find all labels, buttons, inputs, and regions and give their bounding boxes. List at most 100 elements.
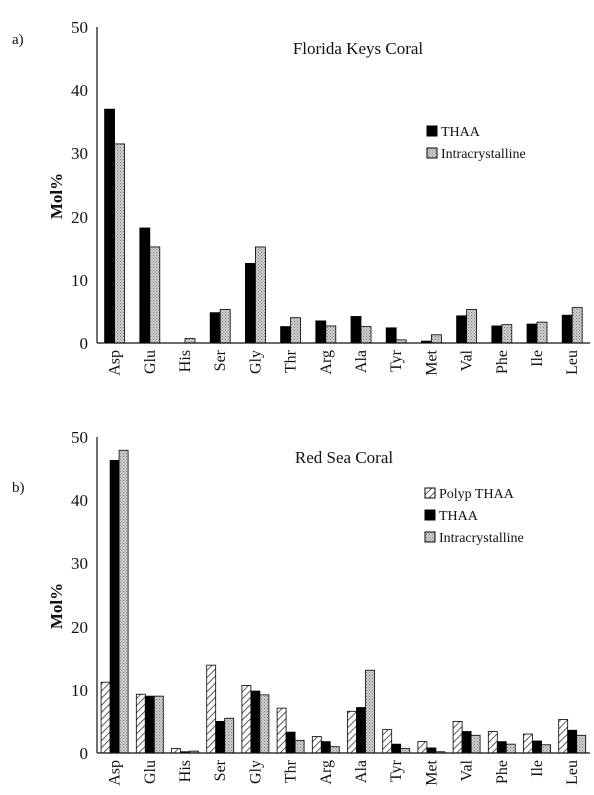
legend-label-intracrystalline: Intracrystalline [439,531,524,546]
bar-ile-polyp-thaa [523,733,533,754]
panel-a-category-labels: Asp Glu His Ser Gly Thr Arg Ala Tyr Met Val Phe Ile L… [107,349,582,375]
bar-thr-polyp-thaa [276,707,287,754]
bar-met-polyp-thaa [417,741,428,754]
bar-leu-thaa [561,314,573,344]
bar-thr-thaa [285,731,296,754]
panel-b-legend: Polyp THAA THAA Intracrystalline [424,487,524,546]
bar-val-polyp-thaa [452,721,463,754]
bar-arg-polyp-thaa [311,736,322,754]
panel-b-y-tick: 30 [71,554,88,573]
bar-ile-thaa [526,323,538,344]
panel-b-label: b) [12,480,25,496]
x-tick-label-val: Val [459,759,476,781]
panel-a-title: Florida Keys Coral [293,39,424,58]
bar-phe-intracrystalline [501,324,513,344]
bar-arg-thaa [315,320,327,344]
bar-tyr-intracrystalline [400,748,411,754]
x-tick-label-arg: Arg [318,350,335,375]
panel-b-y-tick: 40 [71,491,88,510]
panel-a-bars [104,108,583,344]
panel-b-category-labels: Asp Glu His Ser Gly Thr Arg Ala Tyr Met Val Phe Ile L… [107,759,582,785]
bar-ser-intracrystalline [219,309,231,344]
x-tick-label-leu: Leu [564,350,581,375]
legend-swatch-thaa [424,509,436,521]
bar-ser-thaa [215,721,226,754]
bar-phe-thaa [496,741,507,754]
bar-met-intracrystalline [430,334,442,344]
panel-a-label: a) [12,32,24,48]
bar-phe-thaa [491,325,503,344]
bar-leu-intracrystalline [571,307,583,344]
panel-b-y-tick: 10 [71,681,88,700]
panel-b-y-tick: 0 [80,744,89,763]
x-tick-label-ala: Ala [353,760,370,783]
bar-ser-intracrystalline [224,717,235,754]
panel-b-y-axis-label: Mol% [47,583,66,629]
bar-asp-thaa [109,459,120,754]
legend-swatch-polyp-thaa [424,487,436,499]
panel-a-y-ticks: 0 10 20 30 40 50 [71,18,88,353]
bar-asp-intracrystalline [118,449,129,754]
panel-a-legend: THAA Intracrystalline [426,125,526,162]
x-tick-label-his: His [177,760,194,782]
bar-phe-polyp-thaa [487,731,498,754]
x-tick-label-leu: Leu [564,760,581,785]
x-tick-label-thr: Thr [283,349,300,373]
bar-ala-thaa [350,316,362,344]
bar-val-thaa [461,731,472,754]
bar-gly-intracrystalline [254,246,266,344]
bar-arg-intracrystalline [325,325,337,344]
x-tick-label-ser: Ser [212,349,229,371]
bar-asp-polyp-thaa [100,681,111,754]
bar-asp-intracrystalline [114,143,125,344]
bar-gly-polyp-thaa [241,684,252,754]
bar-glu-polyp-thaa [135,693,146,754]
x-tick-label-phe: Phe [494,350,511,374]
x-tick-label-ala: Ala [353,350,370,373]
bar-gly-intracrystalline [259,694,270,754]
legend-label-thaa: THAA [439,509,479,524]
panel-b-bars [100,449,587,754]
bar-asp-thaa [104,108,115,344]
x-tick-label-tyr: Tyr [388,349,405,372]
bar-glu-thaa [139,227,151,344]
legend-label-polyp-thaa: Polyp THAA [439,487,515,502]
panel-b-title: Red Sea Coral [295,448,393,467]
x-tick-label-glu: Glu [142,760,159,784]
bar-ser-polyp-thaa [206,664,217,754]
bar-val-intracrystalline [470,734,481,754]
x-tick-label-gly: Gly [247,760,264,784]
panel-a-y-tick: 40 [71,81,88,100]
panel-b-y-ticks: 0 10 20 30 40 50 [71,428,88,763]
bar-val-thaa [456,315,468,344]
x-tick-label-ser: Ser [212,759,229,781]
bar-tyr-polyp-thaa [382,729,393,754]
panel-a-y-axis-label: Mol% [47,173,66,219]
panel-a-y-tick: 0 [80,334,89,353]
bar-his-polyp-thaa [171,748,181,754]
bar-glu-intracrystalline [153,695,164,754]
bar-phe-intracrystalline [505,743,516,754]
legend-swatch-intracrystalline [424,531,436,543]
bar-glu-thaa [144,695,155,754]
x-tick-label-asp: Asp [107,760,124,786]
bar-leu-polyp-thaa [558,719,569,754]
bar-val-intracrystalline [466,309,478,344]
bar-ile-intracrystalline [536,321,548,344]
x-tick-label-asp: Asp [107,350,124,376]
bar-tyr-thaa [385,327,397,344]
x-tick-label-val: Val [459,349,476,371]
x-tick-label-ile: Ile [529,760,546,777]
bar-arg-thaa [320,741,331,754]
bar-met-thaa [426,747,437,754]
bar-thr-thaa [280,326,292,344]
bar-gly-thaa [250,690,261,754]
x-tick-label-gly: Gly [247,350,264,374]
bar-glu-intracrystalline [149,246,161,344]
x-tick-label-tyr: Tyr [388,759,405,782]
x-tick-label-met: Met [423,349,440,375]
x-tick-label-glu: Glu [142,350,159,374]
x-tick-label-his: His [177,350,194,372]
panel-a-y-tick: 50 [71,18,88,37]
